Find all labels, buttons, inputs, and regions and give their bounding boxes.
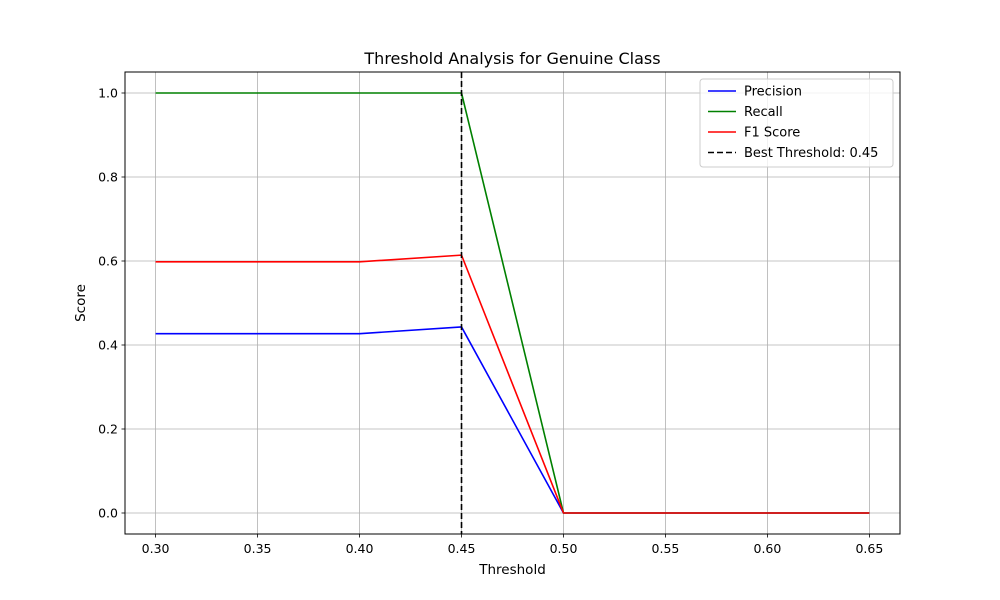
x-tick-label: 0.60 <box>754 541 782 556</box>
x-tick-label: 0.40 <box>346 541 374 556</box>
axis-ticks: 0.30 0.35 0.40 0.45 0.50 0.55 0.60 0.65 0.0 0.2 0.… <box>98 86 883 557</box>
x-tick-label: 0.65 <box>855 541 883 556</box>
x-tick-label: 0.35 <box>244 541 272 556</box>
y-tick-label: 0.0 <box>98 506 118 521</box>
y-tick-label: 1.0 <box>98 86 118 101</box>
x-tick-label: 0.50 <box>550 541 578 556</box>
y-tick-label: 0.6 <box>98 254 118 269</box>
series-line-f1-score <box>155 254 870 514</box>
x-tick-label: 0.30 <box>142 541 170 556</box>
y-tick-label: 0.4 <box>98 338 118 353</box>
series-lines <box>155 72 870 534</box>
x-axis-label: Threshold <box>478 562 546 578</box>
y-tick-label: 0.8 <box>98 170 118 185</box>
legend-label: Best Threshold: 0.45 <box>744 146 878 161</box>
chart-title: Threshold Analysis for Genuine Class <box>363 49 660 68</box>
legend-label: F1 Score <box>744 126 800 141</box>
x-tick-label: 0.45 <box>448 541 476 556</box>
legend-label: Precision <box>744 85 802 100</box>
plot-frame <box>124 71 901 535</box>
y-axis-label: Score <box>73 284 89 322</box>
y-tick-label: 0.2 <box>98 422 118 437</box>
x-tick-label: 0.55 <box>652 541 680 556</box>
legend-label: Recall <box>744 105 783 120</box>
legend-box <box>699 78 894 168</box>
legend: Precision Recall F1 Score Best Threshold: 0… <box>699 78 894 168</box>
series-line-precision <box>155 326 870 514</box>
